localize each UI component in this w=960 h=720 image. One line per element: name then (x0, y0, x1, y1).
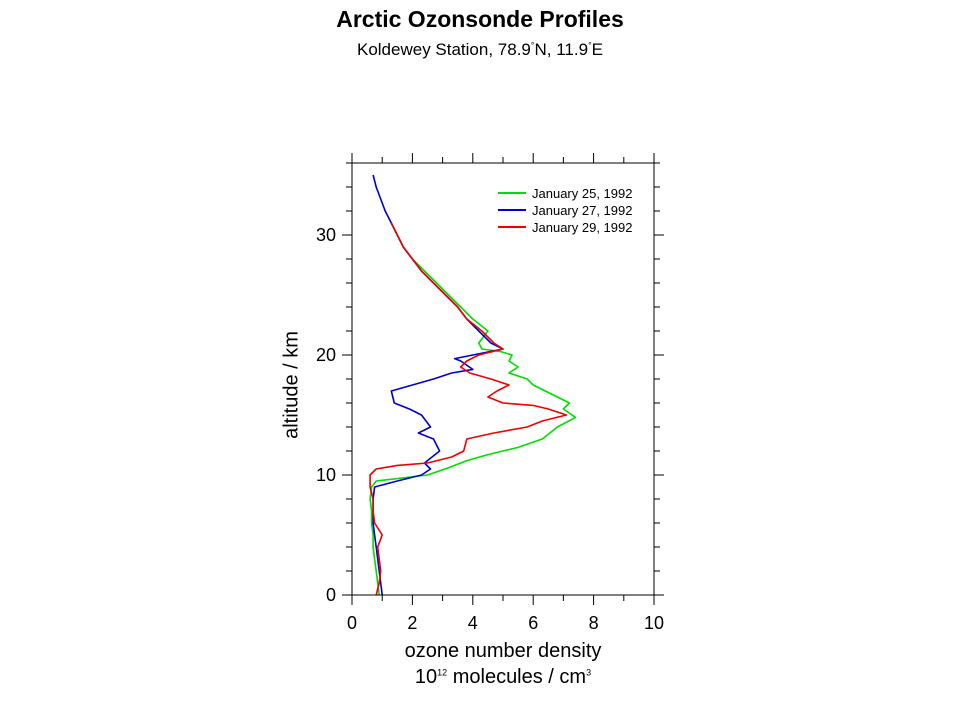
x-tick-label: 6 (528, 613, 538, 633)
x-axis-unit: 1012 molecules / cm3 (414, 666, 592, 688)
chart-subtitle: Koldewey Station, 78.9°N, 11.9°E (356, 40, 604, 59)
legend-label-1: January 25, 1992 (532, 186, 632, 201)
x-tick-label: 4 (468, 613, 478, 633)
y-tick-label: 0 (326, 585, 336, 605)
x-tick-label: 0 (347, 613, 357, 633)
axis-tick-labels: 0 2 4 6 8 10 0 10 20 30 (316, 225, 664, 633)
chart-title: Arctic Ozonsonde Profiles (336, 6, 624, 32)
y-tick-label: 20 (316, 345, 336, 365)
data-lines (369, 174, 577, 596)
y-tick-label: 30 (316, 225, 336, 245)
series-line-2 (372, 174, 504, 596)
y-tick-label: 10 (316, 465, 336, 485)
axis-ticks (342, 153, 664, 605)
x-tick-label: 2 (407, 613, 417, 633)
plot-frame (351, 162, 655, 596)
y-axis-label: altitude / km (280, 331, 303, 439)
x-tick-label: 8 (589, 613, 599, 633)
x-axis-label: ozone number density (404, 640, 602, 662)
x-tick-label: 10 (644, 613, 664, 633)
series-line-1 (369, 222, 577, 596)
legend-label-2: January 27, 1992 (532, 203, 632, 218)
legend-label-3: January 29, 1992 (532, 220, 632, 235)
legend: January 25, 1992 January 27, 1992 January … (498, 186, 632, 235)
series-line-3 (369, 222, 568, 596)
